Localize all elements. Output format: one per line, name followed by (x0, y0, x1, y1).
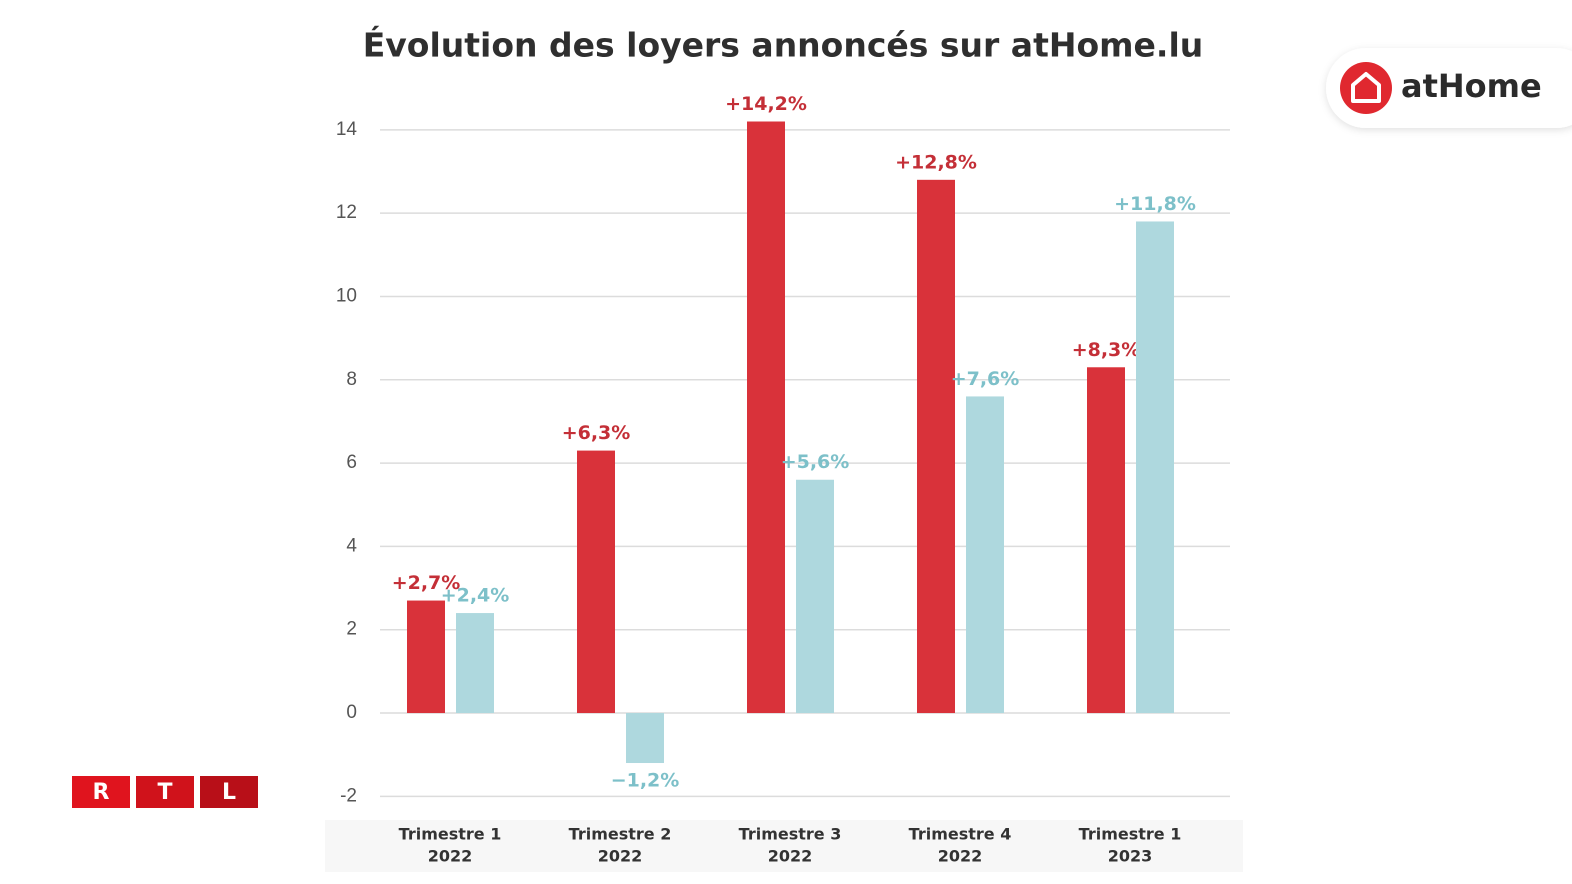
x-tick-label: 2023 (1108, 847, 1153, 866)
x-tick-label: 2022 (938, 847, 983, 866)
bar (407, 600, 445, 714)
bar (747, 121, 785, 714)
x-tick-label: 2022 (598, 847, 643, 866)
rtl-box (136, 776, 194, 808)
x-tick-label: 2022 (768, 847, 813, 866)
value-label: +2,7% (392, 572, 461, 594)
y-tick-label: -2 (340, 785, 357, 806)
value-label: +12,8% (895, 151, 977, 173)
bar (796, 479, 834, 714)
axis-band (325, 820, 1243, 872)
logo-badge (1326, 48, 1572, 128)
y-tick-label: 14 (336, 119, 358, 140)
athome-logo: atHome (1326, 48, 1572, 128)
bar (917, 179, 955, 714)
bar (966, 396, 1004, 714)
bar (1087, 367, 1125, 714)
value-label: +2,4% (441, 585, 510, 607)
value-label: +8,3% (1072, 339, 1141, 361)
value-label: +11,8% (1114, 193, 1196, 215)
logo-house (1351, 72, 1381, 103)
value-label: −1,2% (611, 770, 680, 792)
value-label: +7,6% (951, 368, 1020, 390)
y-tick-label: 12 (336, 202, 357, 223)
logo-text: atHome (1401, 67, 1542, 105)
value-label: +5,6% (781, 451, 850, 473)
y-tick-label: 2 (346, 619, 357, 640)
bar (626, 713, 664, 764)
logo-icon (1340, 62, 1392, 114)
rtl-letter: R (93, 780, 110, 805)
x-tick-label: Trimestre 2 (569, 825, 672, 844)
value-label: +14,2% (725, 93, 807, 115)
y-tick-label: 4 (346, 535, 357, 556)
rtl-box (72, 776, 130, 808)
x-tick-label: Trimestre 1 (1079, 825, 1182, 844)
rtl-box (200, 776, 258, 808)
rtl-letter: L (222, 780, 236, 805)
y-tick-label: 10 (336, 285, 357, 306)
bar (1136, 221, 1174, 714)
y-tick-label: 0 (346, 702, 357, 723)
x-tick-label: Trimestre 3 (739, 825, 842, 844)
bar (577, 450, 615, 714)
y-tick-label: 6 (346, 452, 357, 473)
value-label: +6,3% (562, 422, 631, 444)
x-tick-label: Trimestre 1 (399, 825, 502, 844)
rtl-letter: T (157, 780, 172, 805)
y-tick-label: 8 (346, 369, 357, 390)
x-tick-label: 2022 (428, 847, 473, 866)
rtl-logo: R T L (72, 776, 258, 808)
bar (456, 613, 494, 714)
chart-title: Évolution des loyers annoncés sur atHome… (363, 25, 1204, 65)
x-tick-label: Trimestre 4 (909, 825, 1012, 844)
